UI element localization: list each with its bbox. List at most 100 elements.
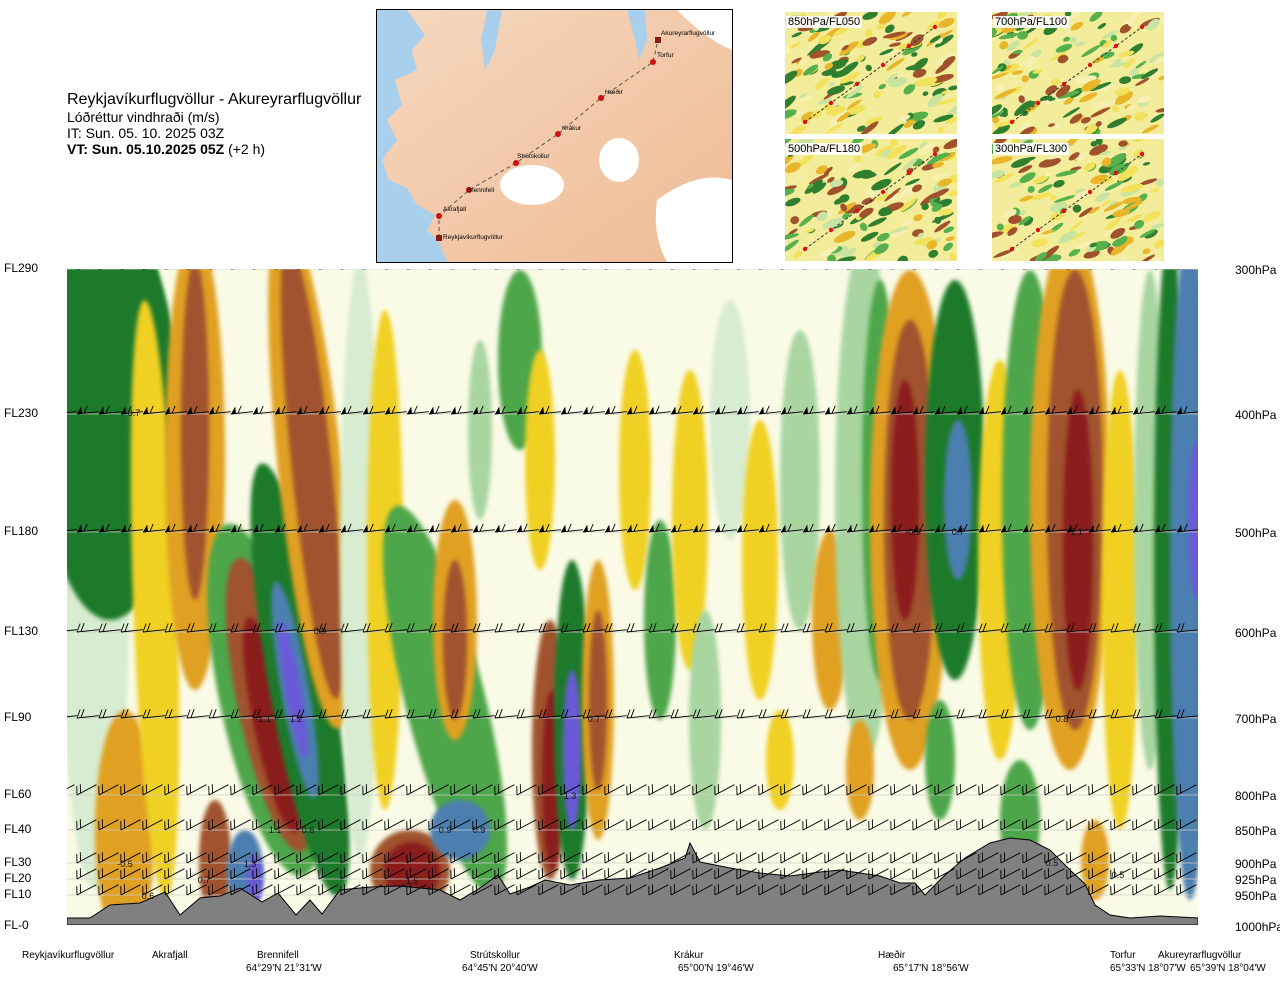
wind-barb bbox=[758, 819, 779, 831]
field-patch bbox=[949, 252, 957, 261]
wind-barb bbox=[1044, 852, 1065, 864]
wind-barb bbox=[978, 784, 999, 796]
field-patch bbox=[996, 223, 1004, 231]
field-patch bbox=[995, 83, 1007, 92]
wind-barb bbox=[692, 884, 713, 896]
field-patch bbox=[1135, 77, 1150, 86]
wind-barb bbox=[406, 884, 427, 896]
wind-barb bbox=[868, 819, 889, 831]
field-patch bbox=[937, 12, 948, 19]
wind-barb bbox=[714, 784, 735, 796]
wind-barb bbox=[98, 709, 121, 719]
field-patch bbox=[943, 139, 957, 150]
wind-barb bbox=[450, 819, 471, 831]
wind-barb bbox=[98, 269, 121, 270]
map-waypoint-label: Akureyrarflugvöllur bbox=[661, 30, 716, 37]
route-point bbox=[1061, 208, 1067, 214]
field-patch bbox=[816, 211, 828, 222]
field-patch bbox=[1105, 176, 1113, 184]
wind-barb bbox=[824, 269, 847, 270]
wind-barb bbox=[1000, 868, 1021, 880]
field-patch bbox=[1064, 12, 1072, 17]
thumbnail-300hpa[interactable]: 300hPa/FL300 bbox=[992, 139, 1164, 261]
wind-barb bbox=[1066, 269, 1089, 270]
wind-barb bbox=[912, 405, 935, 415]
wind-barb bbox=[1044, 405, 1067, 415]
wind-barb bbox=[406, 523, 429, 533]
field-patch bbox=[932, 146, 940, 153]
field-patch bbox=[947, 188, 957, 196]
fl-tick-label: FL130 bbox=[4, 624, 39, 638]
field-patch bbox=[833, 230, 856, 243]
field-patch bbox=[1097, 22, 1107, 30]
wind-barb bbox=[1022, 884, 1043, 896]
wind-barb bbox=[912, 884, 933, 896]
wind-barb bbox=[67, 784, 75, 796]
wind-barb bbox=[230, 523, 253, 533]
thumbnail-500hpa[interactable]: 500hPa/FL180 bbox=[785, 139, 957, 261]
wind-barb bbox=[912, 269, 935, 270]
wind-barb bbox=[912, 819, 933, 831]
thumbnail-map bbox=[785, 139, 957, 261]
field-patch bbox=[1107, 117, 1127, 129]
field-patch bbox=[1101, 30, 1118, 40]
route-point bbox=[1113, 43, 1119, 49]
field-patch bbox=[807, 183, 814, 189]
field-patch bbox=[903, 84, 916, 95]
field-patch bbox=[1114, 87, 1130, 96]
wind-barb bbox=[802, 868, 823, 880]
wind-barb bbox=[1195, 778, 1218, 795]
velocity-contour bbox=[1102, 370, 1138, 830]
wind-barb bbox=[252, 623, 275, 633]
wind-barb bbox=[824, 852, 845, 864]
hpa-tick-label: 800hPa bbox=[1235, 789, 1277, 803]
wind-barb bbox=[692, 405, 715, 415]
wind-barb bbox=[516, 405, 539, 415]
wind-barb bbox=[230, 868, 251, 880]
wind-barb bbox=[582, 884, 603, 896]
wind-barb bbox=[186, 819, 207, 831]
wind-barb bbox=[1176, 819, 1197, 831]
field-patch bbox=[854, 156, 862, 163]
wind-barb bbox=[1176, 523, 1198, 533]
wind-barb bbox=[1044, 884, 1065, 896]
wind-barb bbox=[318, 523, 341, 533]
field-patch bbox=[1007, 182, 1023, 188]
wind-barb bbox=[1154, 405, 1177, 415]
hpa-tick-label: 925hPa bbox=[1235, 873, 1277, 887]
thumbnail-700hpa[interactable]: 700hPa/FL100 bbox=[992, 12, 1164, 134]
map-waypoint-label: Akrafjall bbox=[443, 206, 467, 213]
field-patch bbox=[833, 25, 851, 37]
field-patch bbox=[1049, 194, 1056, 201]
field-patch bbox=[860, 121, 879, 134]
field-patch bbox=[917, 232, 925, 239]
field-patch bbox=[1053, 179, 1065, 188]
field-patch bbox=[888, 42, 902, 47]
wind-barb bbox=[868, 884, 889, 896]
wind-barb bbox=[428, 784, 449, 796]
wind-barb bbox=[428, 868, 449, 880]
wind-barb bbox=[252, 819, 273, 831]
wind-barb bbox=[186, 269, 209, 270]
field-patch bbox=[885, 123, 904, 134]
wind-barb bbox=[736, 623, 759, 633]
field-patch bbox=[878, 207, 891, 217]
wind-barb bbox=[164, 405, 187, 415]
wind-barb bbox=[824, 819, 845, 831]
field-patch bbox=[827, 85, 846, 95]
field-patch bbox=[865, 64, 872, 72]
wind-barb bbox=[384, 852, 405, 864]
field-patch bbox=[861, 197, 875, 205]
wind-barb bbox=[912, 852, 933, 864]
thumbnail-850hpa[interactable]: 850hPa/FL050 bbox=[785, 12, 957, 134]
thumbnail-map bbox=[992, 12, 1164, 134]
wind-barb bbox=[736, 523, 759, 533]
field-patch bbox=[865, 29, 873, 38]
wind-barb bbox=[120, 269, 143, 270]
hpa-tick-label: 300hPa bbox=[1235, 263, 1277, 277]
wind-barb bbox=[648, 852, 669, 864]
field-patch bbox=[785, 188, 795, 197]
field-patch bbox=[1057, 54, 1069, 64]
field-patch bbox=[933, 114, 954, 123]
wind-barb bbox=[362, 405, 385, 415]
